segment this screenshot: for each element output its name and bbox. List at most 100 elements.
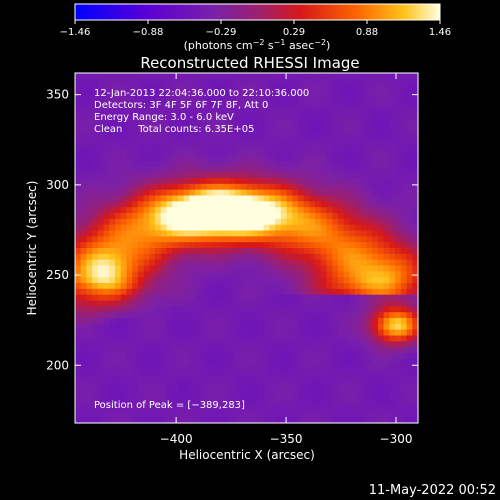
heatmap-cell [137, 218, 145, 226]
heatmap-cell [177, 102, 185, 109]
heatmap-cell [412, 417, 419, 424]
heatmap-cell [360, 195, 368, 202]
heatmap-cell [355, 388, 362, 395]
heatmap-cell [137, 411, 145, 418]
annotation-clean-counts: Clean Total counts: 6.35E+05 [94, 124, 254, 135]
heatmap-cell [212, 236, 219, 243]
heatmap-cell [177, 353, 185, 360]
heatmap-cell [166, 312, 173, 319]
heatmap-cell [206, 172, 213, 179]
heatmap-cell [372, 318, 379, 325]
heatmap-cell [235, 183, 242, 191]
heatmap-cell [355, 236, 362, 243]
heatmap-cell [132, 318, 139, 325]
heatmap-cell [80, 259, 88, 267]
heatmap-cell [292, 248, 299, 255]
heatmap-cell [103, 294, 110, 302]
heatmap-cell [400, 207, 408, 214]
heatmap-cell [195, 148, 202, 156]
heatmap-cell [275, 218, 282, 226]
heatmap-cell [343, 248, 350, 255]
heatmap-cell [252, 335, 259, 342]
heatmap-cell [97, 113, 105, 121]
heatmap-cell [280, 393, 288, 401]
heatmap-cell [183, 172, 190, 179]
heatmap-cell [269, 417, 276, 424]
heatmap-cell [257, 265, 265, 272]
heatmap-cell [212, 125, 219, 132]
heatmap-cell [177, 411, 185, 418]
heatmap-cell [332, 131, 339, 138]
heatmap-cell [412, 236, 419, 243]
heatmap-cell [200, 78, 208, 86]
heatmap-cell [103, 131, 110, 138]
heatmap-cell [326, 318, 333, 325]
heatmap-cell [366, 207, 373, 214]
heatmap-cell [212, 230, 219, 237]
heatmap-cell [343, 294, 350, 302]
heatmap-cell [320, 265, 328, 272]
heatmap-cell [143, 236, 150, 243]
heatmap-cell [257, 341, 265, 348]
heatmap-cell [389, 242, 396, 249]
heatmap-cell [332, 248, 339, 255]
heatmap-cell [366, 417, 373, 424]
heatmap-cell [200, 166, 208, 173]
heatmap-cell [137, 388, 145, 395]
heatmap-cell [297, 230, 305, 237]
heatmap-cell [177, 318, 185, 325]
heatmap-cell [383, 353, 391, 360]
heatmap-cell [349, 236, 356, 243]
heatmap-cell [377, 341, 385, 348]
heatmap-cell [223, 271, 230, 278]
heatmap-cell [383, 90, 391, 97]
heatmap-cell [109, 259, 116, 267]
heatmap-cell [372, 183, 379, 191]
heatmap-cell [132, 411, 139, 418]
heatmap-cell [120, 178, 128, 185]
heatmap-cell [109, 166, 116, 173]
heatmap-cell [92, 358, 99, 366]
heatmap-cell [240, 178, 248, 185]
heatmap-cell [252, 329, 259, 337]
heatmap-cell [177, 125, 185, 132]
heatmap-cell [303, 160, 310, 167]
heatmap-cell [120, 248, 128, 255]
heatmap-cell [115, 213, 122, 220]
heatmap-cell [269, 288, 276, 296]
heatmap-cell [143, 335, 150, 342]
heatmap-cell [366, 370, 373, 377]
heatmap-cell [177, 370, 185, 377]
heatmap-cell [132, 417, 139, 424]
heatmap-cell [257, 382, 265, 389]
heatmap-cell [149, 417, 156, 424]
heatmap-cell [97, 195, 105, 202]
heatmap-cell [195, 393, 202, 401]
heatmap-cell [292, 399, 299, 407]
heatmap-cell [412, 131, 419, 138]
heatmap-cell [263, 382, 270, 389]
heatmap-cell [86, 213, 93, 220]
heatmap-cell [360, 265, 368, 272]
heatmap-cell [252, 160, 259, 167]
heatmap-cell [137, 329, 145, 337]
heatmap-cell [383, 376, 391, 383]
heatmap-cell [229, 78, 236, 86]
heatmap-cell [155, 96, 162, 103]
heatmap-cell [177, 183, 185, 191]
heatmap-cell [292, 166, 299, 173]
heatmap-cell [406, 143, 413, 150]
heatmap-cell [349, 178, 356, 185]
heatmap-cell [349, 364, 356, 372]
heatmap-cell [246, 90, 253, 97]
heatmap-cell [155, 341, 162, 348]
heatmap-cell [252, 242, 259, 249]
heatmap-cell [383, 78, 391, 86]
heatmap-cell [235, 388, 242, 395]
heatmap-cell [103, 207, 110, 214]
heatmap-cell [160, 277, 168, 284]
heatmap-cell [189, 178, 196, 185]
heatmap-cell [80, 201, 88, 208]
heatmap-cell [269, 388, 276, 395]
heatmap-cell [166, 189, 173, 197]
